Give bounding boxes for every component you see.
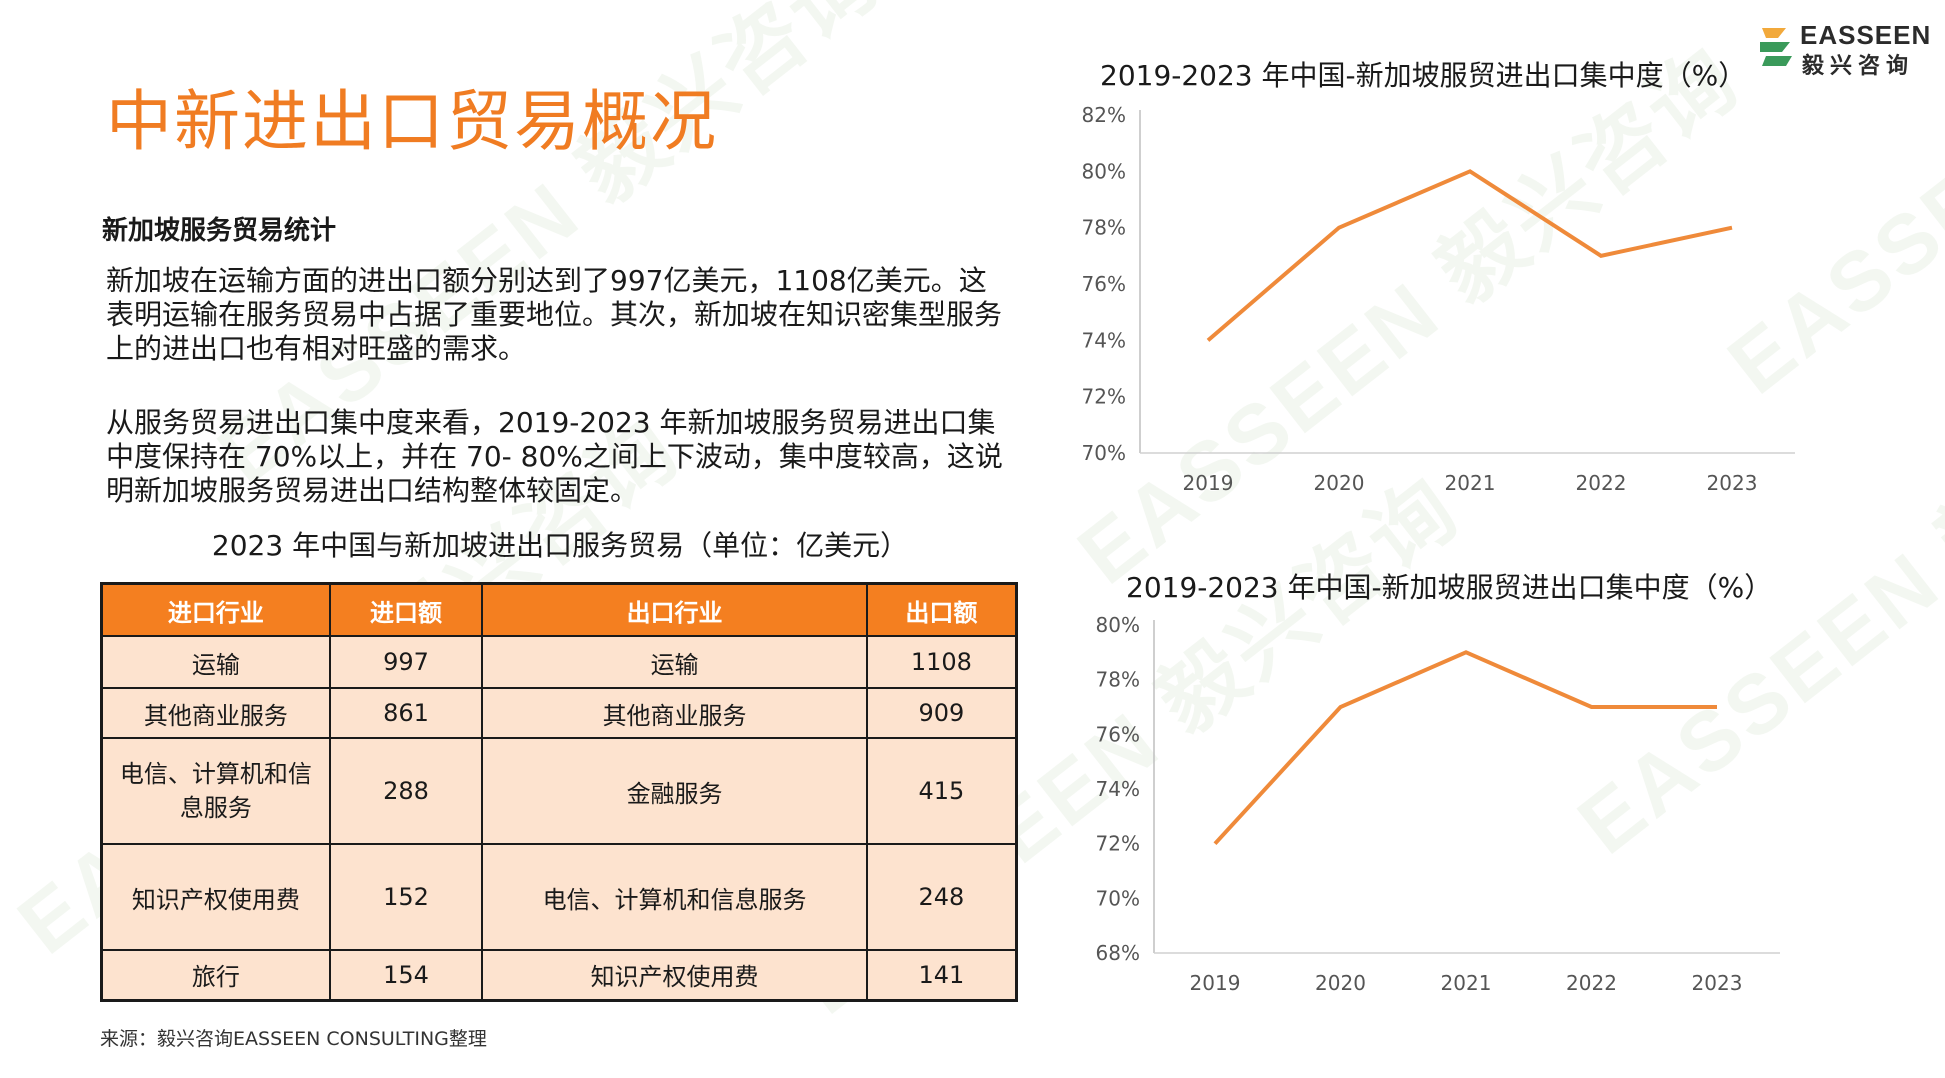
- cell-import-amount: 152: [328, 843, 484, 951]
- table-row: 其他商业服务 861 其他商业服务 909: [100, 687, 1018, 739]
- header-export-industry: 出口行业: [481, 582, 868, 637]
- y-tick-label: 74%: [1096, 777, 1140, 801]
- line-chart-top: 70% 72% 74% 76% 78% 80% 82% 2019 2020 2021 2022 202…: [1082, 103, 1795, 495]
- cell-import-industry: 运输: [100, 635, 331, 689]
- source-note: 来源：毅兴咨询EASSEEN CONSULTING整理: [100, 1028, 487, 1050]
- paragraph-transport: 新加坡在运输方面的进出口额分别达到了997亿美元，1108亿美元。这表明运输在服…: [106, 264, 1003, 365]
- y-tick-label: 68%: [1096, 941, 1140, 965]
- cell-export-industry: 运输: [481, 635, 868, 689]
- y-tick-label: 78%: [1082, 216, 1126, 240]
- cell-export-industry: 知识产权使用费: [481, 949, 868, 1001]
- table-header-row: 进口行业 进口额 出口行业 出口额: [100, 582, 1018, 637]
- cell-import-industry: 电信、计算机和信息服务: [100, 737, 331, 845]
- y-tick-label: 80%: [1082, 159, 1126, 183]
- x-tick-label: 2021: [1445, 471, 1496, 495]
- cell-export-amount: 909: [865, 687, 1018, 739]
- trade-table: 进口行业 进口额 出口行业 出口额 运输 997 运输 1108 其他商业服务 …: [100, 582, 1018, 1002]
- logo-text-cn: 毅兴咨询: [1802, 54, 1915, 79]
- x-tick-label: 2020: [1314, 471, 1365, 495]
- table-row: 知识产权使用费 152 电信、计算机和信息服务 248: [100, 843, 1018, 951]
- header-import-industry: 进口行业: [100, 582, 331, 637]
- series-line: [1213, 650, 1717, 846]
- table-row: 旅行 154 知识产权使用费 141: [100, 949, 1018, 1001]
- cell-export-amount: 248: [865, 843, 1018, 951]
- cell-import-amount: 288: [328, 737, 484, 845]
- table-row: 电信、计算机和信息服务 288 金融服务 415: [100, 737, 1018, 845]
- page-title: 中新进出口贸易概况: [106, 83, 718, 160]
- cell-export-industry: 金融服务: [481, 737, 868, 845]
- table-title: 2023 年中国与新加坡进出口服务贸易（单位：亿美元）: [211, 529, 909, 562]
- x-tick-label: 2023: [1707, 471, 1758, 495]
- x-tick-label: 2020: [1315, 971, 1366, 995]
- y-tick-label: 72%: [1096, 832, 1140, 856]
- chart-title-top: 2019-2023 年中国-新加坡服贸进出口集中度（%）: [1100, 59, 1747, 92]
- cell-import-industry: 其他商业服务: [100, 687, 331, 739]
- brand-logo: EASSEEN 毅兴咨询: [1756, 20, 1930, 79]
- paragraph-concentration: 从服务贸易进出口集中度来看，2019-2023 年新加坡服务贸易进出口集中度保持…: [106, 406, 1003, 507]
- logo-text-en: EASSEEN: [1800, 20, 1932, 50]
- x-tick-label: 2021: [1441, 971, 1492, 995]
- y-tick-label: 76%: [1096, 722, 1140, 746]
- cell-export-industry: 电信、计算机和信息服务: [481, 843, 868, 951]
- cell-import-amount: 154: [328, 949, 484, 1001]
- cell-export-industry: 其他商业服务: [481, 687, 868, 739]
- header-import-amount: 进口额: [328, 582, 484, 637]
- x-tick-label: 2019: [1183, 471, 1234, 495]
- chart-title-bottom: 2019-2023 年中国-新加坡服贸进出口集中度（%）: [1126, 571, 1773, 604]
- section-heading: 新加坡服务贸易统计: [102, 216, 337, 246]
- cell-import-industry: 知识产权使用费: [100, 843, 331, 951]
- series-line: [1206, 169, 1733, 342]
- y-tick-label: 78%: [1096, 668, 1140, 692]
- x-tick-label: 2022: [1576, 471, 1627, 495]
- y-tick-label: 76%: [1082, 272, 1126, 296]
- cell-export-amount: 1108: [865, 635, 1018, 689]
- x-tick-label: 2019: [1190, 971, 1241, 995]
- cell-import-amount: 997: [328, 635, 484, 689]
- header-export-amount: 出口额: [865, 582, 1018, 637]
- y-tick-label: 82%: [1082, 103, 1126, 127]
- logo-icon: [1760, 28, 1792, 66]
- y-tick-label: 72%: [1082, 385, 1126, 409]
- line-chart-bottom: 68% 70% 72% 74% 76% 78% 80% 2019 2020 2021 2022 202…: [1096, 613, 1780, 995]
- cell-export-amount: 415: [865, 737, 1018, 845]
- cell-export-amount: 141: [865, 949, 1018, 1001]
- x-tick-label: 2023: [1692, 971, 1743, 995]
- x-tick-label: 2022: [1566, 971, 1617, 995]
- cell-import-industry: 旅行: [100, 949, 331, 1001]
- table-row: 运输 997 运输 1108: [100, 635, 1018, 689]
- y-tick-label: 70%: [1082, 441, 1126, 465]
- y-tick-label: 70%: [1096, 886, 1140, 910]
- cell-import-amount: 861: [328, 687, 484, 739]
- y-tick-label: 74%: [1082, 328, 1126, 352]
- y-tick-label: 80%: [1096, 613, 1140, 637]
